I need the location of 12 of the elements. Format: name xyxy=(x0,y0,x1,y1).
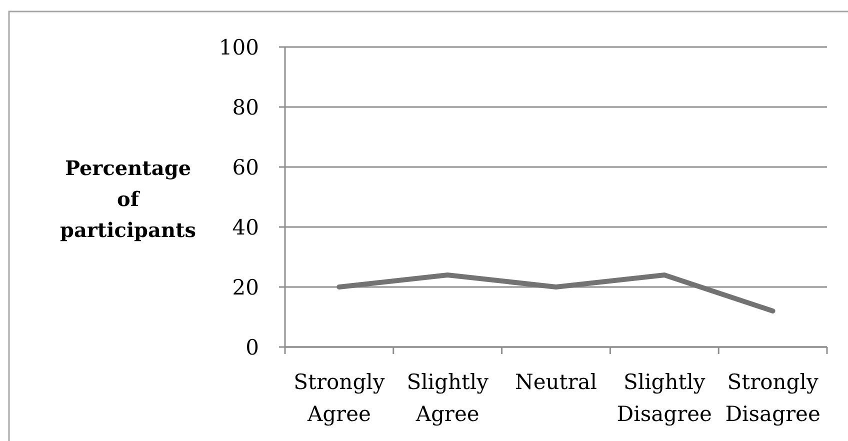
y-tick-label: 0 xyxy=(246,336,259,360)
x-tick-label: Slightly Disagree xyxy=(616,370,712,426)
x-tick-label: Strongly Disagree xyxy=(725,370,820,426)
x-tick-label: Neutral xyxy=(514,370,598,394)
x-tick-label: Slightly Agree xyxy=(406,370,489,426)
y-tick-label: 100 xyxy=(218,36,259,60)
y-tick-label: 20 xyxy=(232,276,259,300)
y-axis-title: Percentage of participants xyxy=(60,156,196,242)
y-tick-label: 60 xyxy=(232,156,259,180)
y-tick-label: 40 xyxy=(232,216,259,240)
y-tick-label: 80 xyxy=(232,96,259,120)
x-tick-label: Strongly Agree xyxy=(294,370,385,426)
